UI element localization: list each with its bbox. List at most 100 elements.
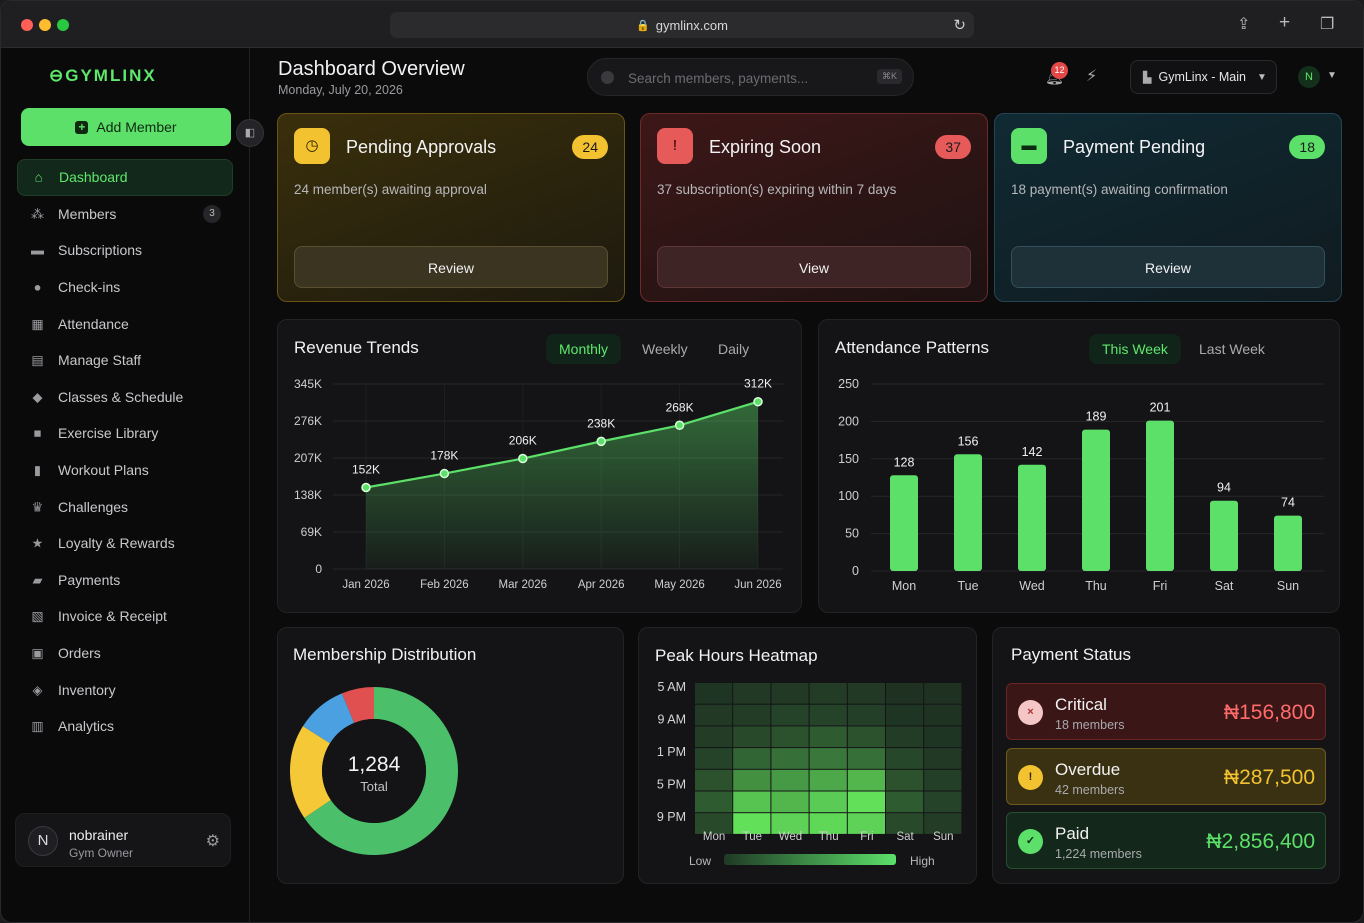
heatmap-cell	[733, 748, 771, 769]
user-role: Gym Owner	[69, 846, 134, 860]
plus-icon: +	[75, 120, 89, 134]
data-label: 94	[1217, 481, 1231, 495]
share-icon[interactable]: ⇪	[1237, 16, 1251, 33]
chevron-down-icon[interactable]: ▼	[1327, 70, 1337, 81]
reload-icon[interactable]: ↻	[953, 17, 966, 34]
search-shortcut-hint: ⌘K	[876, 69, 902, 84]
gear-icon[interactable]: ⚙	[205, 833, 220, 850]
sidebar-item-label: Inventory	[58, 681, 116, 698]
x-tick-label: Jun 2026	[734, 579, 781, 591]
heatmap-cell	[924, 813, 962, 834]
sidebar-item-analytics[interactable]: ▥ Analytics	[17, 708, 233, 745]
view-expiring-button[interactable]: View	[657, 246, 971, 288]
id-badge-icon: ▤	[31, 352, 44, 368]
slice-active	[304, 687, 458, 855]
sidebar-item-payments[interactable]: ▰ Payments	[17, 562, 233, 599]
review-approvals-button[interactable]: Review	[294, 246, 608, 288]
heatmap-cell	[886, 726, 924, 748]
card-title: Expiring Soon	[709, 137, 822, 157]
header-avatar[interactable]: N	[1298, 66, 1320, 88]
address-bar[interactable]: 🔒 gymlinx.com ↻	[390, 12, 974, 38]
star-icon: ★	[31, 535, 44, 551]
sidebar-item-subscriptions[interactable]: ▬ Subscriptions	[17, 232, 233, 269]
tab-this-week[interactable]: This Week	[1089, 334, 1181, 364]
sidebar-item-classes-schedule[interactable]: ◆ Classes & Schedule	[17, 379, 233, 416]
payment-status-critical[interactable]: × Critical 18 members ₦156,800	[1006, 683, 1326, 740]
heatmap-cell	[847, 791, 885, 813]
sidebar-item-label: Attendance	[58, 315, 129, 332]
search-input[interactable]: Search members, payments... ⌘K	[587, 58, 914, 96]
sidebar-item-label: Subscriptions	[58, 242, 143, 259]
y-tick-label: 9 AM	[658, 713, 687, 727]
sidebar-item-challenges[interactable]: ♛ Challenges	[17, 488, 233, 525]
sidebar-item-inventory[interactable]: ◈ Inventory	[17, 671, 233, 708]
panel-title: Payment Status	[1011, 645, 1132, 664]
maximize-window-button[interactable]	[57, 19, 69, 31]
attendance-chart: 0 50 100 150 200 250 128 Mon 156 Tue 142 Wed 189 Thu 2…	[838, 377, 1324, 593]
heatmap-cell	[809, 769, 847, 791]
data-label: 238K	[587, 416, 615, 430]
review-payments-button[interactable]: Review	[1011, 246, 1325, 288]
membership-donut-chart	[290, 687, 458, 855]
data-point	[439, 468, 450, 479]
revenue-line	[365, 400, 759, 489]
collapse-sidebar-button[interactable]: ◧	[236, 119, 264, 147]
tab-monthly[interactable]: Monthly	[546, 334, 622, 364]
sidebar-item-manage-staff[interactable]: ▤ Manage Staff	[17, 342, 233, 379]
x-tick-label: Sat	[896, 831, 914, 843]
heatmap-cell	[924, 704, 962, 726]
new-tab-icon[interactable]: +	[1279, 12, 1291, 33]
x-tick-label: Feb 2026	[420, 579, 469, 591]
tab-weekly[interactable]: Weekly	[642, 341, 688, 357]
heatmap-cell	[847, 813, 885, 834]
data-point	[674, 420, 685, 431]
sidebar-item-invoice-receipt[interactable]: ▧ Invoice & Receipt	[17, 598, 233, 635]
sidebar-item-label: Manage Staff	[58, 352, 142, 369]
tab-last-week[interactable]: Last Week	[1199, 341, 1265, 357]
sidebar-item-attendance[interactable]: ▦ Attendance	[17, 305, 233, 342]
sidebar-item-orders[interactable]: ▣ Orders	[17, 635, 233, 672]
add-member-button[interactable]: + Add Member	[21, 108, 231, 146]
payment-status-overdue[interactable]: ! Overdue 42 members ₦287,500	[1006, 748, 1326, 805]
chevron-down-icon: ▼	[1257, 71, 1267, 83]
y-tick-label: 207K	[294, 451, 322, 465]
y-tick-label: 9 PM	[657, 810, 686, 824]
x-tick-label: Thu	[1085, 579, 1107, 593]
heatmap-cell	[695, 704, 733, 726]
x-tick-label: Sun	[933, 831, 953, 843]
peak-hours-heatmap-panel: Peak Hours Heatmap 5 AM 9 AM 1 PM 5 PM 9 PM M…	[638, 627, 977, 884]
bar	[890, 475, 918, 571]
bar	[1274, 515, 1302, 571]
sidebar-item-dashboard[interactable]: ⌂ Dashboard	[17, 159, 233, 196]
heatmap-cell	[771, 813, 809, 834]
status-count: 18 members	[1055, 718, 1125, 732]
sidebar-item-workout-plans[interactable]: ▮ Workout Plans	[17, 452, 233, 489]
tab-daily[interactable]: Daily	[718, 341, 750, 357]
branch-selector[interactable]: ▙ GymLinx - Main ▼	[1130, 60, 1277, 94]
sidebar-item-loyalty-rewards[interactable]: ★ Loyalty & Rewards	[17, 525, 233, 562]
x-circle-icon: ×	[1018, 700, 1043, 725]
receipt-icon: ▧	[31, 608, 44, 624]
heatmap-scale-bar	[724, 854, 896, 865]
close-window-button[interactable]	[21, 19, 33, 31]
heatmap-cell	[695, 726, 733, 748]
x-tick-label: Wed	[779, 831, 802, 843]
sidebar-item-members[interactable]: ⁂ Members 3	[17, 196, 233, 233]
status-label: Critical	[1055, 695, 1107, 714]
card-description: 18 payment(s) awaiting confirmation	[1011, 182, 1228, 197]
lightning-icon[interactable]: ⚡︎	[1086, 68, 1098, 85]
box-icon: ◈	[32, 682, 43, 698]
minimize-window-button[interactable]	[39, 19, 51, 31]
heatmap-cell	[924, 769, 962, 791]
heatmap-cell	[733, 726, 771, 748]
app-logo[interactable]: ⊖GYMLINX	[49, 66, 157, 86]
sidebar-item-check-ins[interactable]: ● Check-ins	[17, 269, 233, 306]
sidebar-item-exercise-library[interactable]: ■ Exercise Library	[17, 415, 233, 452]
panel-title: Revenue Trends	[294, 338, 419, 357]
user-card[interactable]: N nobrainer Gym Owner ⚙	[15, 813, 231, 867]
tabs-overview-icon[interactable]: ❐	[1320, 16, 1335, 33]
heatmap-cell	[771, 791, 809, 813]
browser-titlebar: 🔒 gymlinx.com ↻ ⇪ + ❐	[1, 1, 1363, 48]
page-title: Dashboard Overview	[278, 58, 465, 80]
payment-status-paid[interactable]: ✓ Paid 1,224 members ₦2,856,400	[1006, 812, 1326, 869]
